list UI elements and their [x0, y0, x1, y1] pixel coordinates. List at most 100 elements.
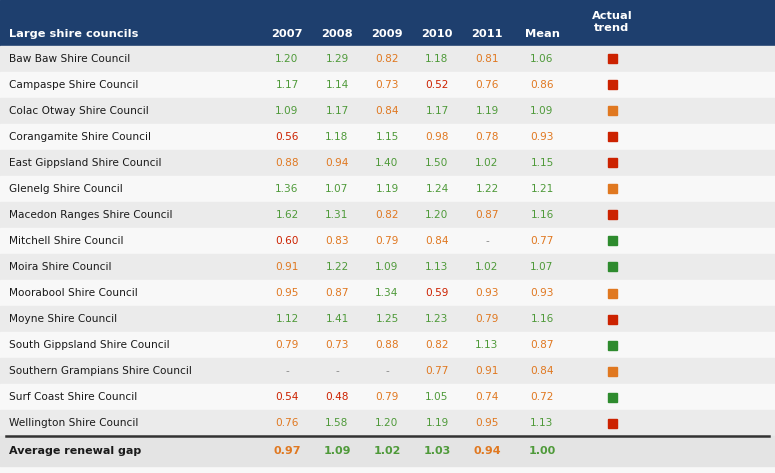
Text: 2011: 2011 [471, 29, 503, 39]
Text: 1.23: 1.23 [425, 314, 449, 324]
Bar [0, 410, 775, 436]
Text: 0.79: 0.79 [375, 236, 398, 246]
Text: Moyne Shire Council: Moyne Shire Council [9, 314, 117, 324]
Bar [608, 132, 616, 141]
Bar [608, 210, 616, 219]
Text: 1.19: 1.19 [475, 106, 498, 116]
Text: 1.00: 1.00 [529, 446, 556, 456]
Text: 1.24: 1.24 [425, 184, 449, 194]
Text: 0.76: 0.76 [275, 418, 298, 428]
Text: 1.15: 1.15 [375, 132, 398, 142]
Text: Mitchell Shire Council: Mitchell Shire Council [9, 236, 123, 246]
Text: 2007: 2007 [271, 29, 303, 39]
Text: 0.88: 0.88 [375, 340, 399, 350]
Text: 1.17: 1.17 [275, 80, 298, 90]
Text: East Gippsland Shire Council: East Gippsland Shire Council [9, 158, 161, 168]
Bar [608, 54, 616, 63]
Text: 0.82: 0.82 [375, 210, 399, 220]
Bar [0, 358, 775, 384]
Text: 0.48: 0.48 [326, 392, 349, 402]
Text: 1.40: 1.40 [375, 158, 398, 168]
Bar [0, 150, 775, 176]
Text: 1.17: 1.17 [425, 106, 449, 116]
Bar [0, 72, 775, 98]
Text: 1.03: 1.03 [423, 446, 450, 456]
Text: 0.73: 0.73 [375, 80, 399, 90]
Text: 1.20: 1.20 [375, 418, 398, 428]
Text: -: - [335, 366, 339, 376]
Text: 0.56: 0.56 [275, 132, 298, 142]
Text: 1.13: 1.13 [425, 262, 449, 272]
Text: 0.95: 0.95 [475, 418, 498, 428]
Bar [0, 176, 775, 202]
Text: Baw Baw Shire Council: Baw Baw Shire Council [9, 54, 130, 64]
Text: 1.22: 1.22 [475, 184, 498, 194]
Bar [608, 158, 616, 167]
Text: 1.18: 1.18 [425, 54, 449, 64]
Text: 1.13: 1.13 [475, 340, 498, 350]
Text: 1.16: 1.16 [530, 210, 553, 220]
Text: 1.09: 1.09 [323, 446, 351, 456]
Text: Average renewal gap: Average renewal gap [9, 446, 141, 456]
Text: Moorabool Shire Council: Moorabool Shire Council [9, 288, 138, 298]
Text: 0.79: 0.79 [475, 314, 498, 324]
Text: 1.31: 1.31 [326, 210, 349, 220]
Text: -: - [285, 366, 289, 376]
Text: 0.60: 0.60 [275, 236, 298, 246]
Text: 0.91: 0.91 [475, 366, 498, 376]
Text: 1.25: 1.25 [375, 314, 398, 324]
Text: 1.15: 1.15 [530, 158, 553, 168]
Text: 0.87: 0.87 [475, 210, 499, 220]
Text: Colac Otway Shire Council: Colac Otway Shire Council [9, 106, 149, 116]
Text: 1.22: 1.22 [326, 262, 349, 272]
Text: -: - [385, 366, 389, 376]
Bar [0, 280, 775, 306]
Text: 1.20: 1.20 [275, 54, 298, 64]
Text: Moira Shire Council: Moira Shire Council [9, 262, 112, 272]
Bar [0, 306, 775, 332]
Text: 0.91: 0.91 [275, 262, 298, 272]
Text: 0.84: 0.84 [530, 366, 554, 376]
Text: 0.94: 0.94 [474, 446, 501, 456]
Bar [608, 106, 616, 115]
Text: Glenelg Shire Council: Glenelg Shire Council [9, 184, 122, 194]
Text: 0.94: 0.94 [326, 158, 349, 168]
Text: 1.50: 1.50 [425, 158, 449, 168]
Text: Campaspe Shire Council: Campaspe Shire Council [9, 80, 139, 90]
Bar [608, 367, 616, 376]
Text: 0.74: 0.74 [475, 392, 498, 402]
Text: Southern Grampians Shire Council: Southern Grampians Shire Council [9, 366, 192, 376]
Text: 1.29: 1.29 [326, 54, 349, 64]
Bar [608, 263, 616, 272]
Text: 0.52: 0.52 [425, 80, 449, 90]
Text: Actual
trend: Actual trend [591, 11, 632, 33]
Text: 1.14: 1.14 [326, 80, 349, 90]
Text: 1.09: 1.09 [375, 262, 398, 272]
Bar [0, 228, 775, 254]
Text: 1.09: 1.09 [530, 106, 553, 116]
Text: 0.87: 0.87 [326, 288, 349, 298]
Text: 1.07: 1.07 [530, 262, 553, 272]
Bar [608, 341, 616, 350]
Text: Macedon Ranges Shire Council: Macedon Ranges Shire Council [9, 210, 173, 220]
Bar [0, 124, 775, 150]
Text: 0.86: 0.86 [530, 80, 554, 90]
Bar [0, 202, 775, 228]
Bar [608, 289, 616, 298]
Text: 1.05: 1.05 [425, 392, 449, 402]
Text: 0.54: 0.54 [275, 392, 298, 402]
Text: 2008: 2008 [321, 29, 353, 39]
Text: 0.77: 0.77 [530, 236, 553, 246]
Bar [0, 46, 775, 72]
Text: Wellington Shire Council: Wellington Shire Council [9, 418, 139, 428]
Text: 0.77: 0.77 [425, 366, 449, 376]
Text: 0.83: 0.83 [326, 236, 349, 246]
Text: 1.21: 1.21 [530, 184, 553, 194]
Text: 0.93: 0.93 [475, 288, 499, 298]
Text: 1.19: 1.19 [425, 418, 449, 428]
Text: 1.09: 1.09 [275, 106, 298, 116]
Text: 0.79: 0.79 [275, 340, 298, 350]
Text: 2009: 2009 [371, 29, 403, 39]
Bar [608, 315, 616, 324]
Text: 1.17: 1.17 [326, 106, 349, 116]
